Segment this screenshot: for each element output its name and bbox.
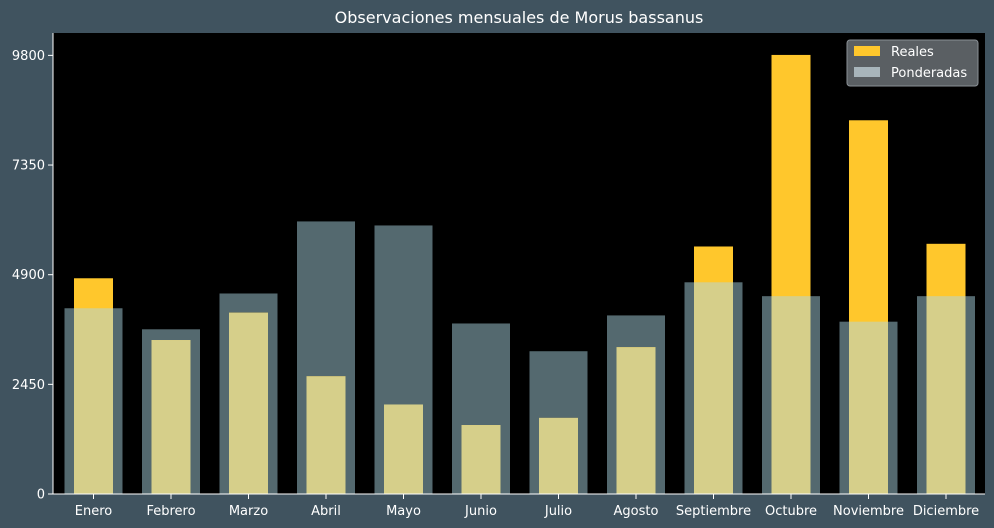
x-tick-label: Mayo	[386, 504, 421, 519]
chart-title: Observaciones mensuales de Morus bassanu…	[335, 8, 704, 27]
x-tick-label: Septiembre	[676, 504, 751, 519]
legend-label-reales: Reales	[891, 45, 934, 60]
x-tick-label: Julio	[544, 504, 572, 519]
x-axis: Enero Febrero Marzo Abril Mayo Junio Julio Agos…	[53, 493, 985, 519]
y-tick-label: 0	[37, 488, 45, 503]
legend-swatch-reales	[854, 46, 880, 56]
x-tick-label: Marzo	[229, 504, 268, 519]
legend: Reales Ponderadas	[846, 39, 979, 87]
x-tick-label: Enero	[75, 504, 113, 519]
bar-overlap	[694, 282, 733, 494]
x-tick-label: Octubre	[765, 504, 817, 519]
bar-overlap	[771, 296, 811, 494]
x-tick-label: Abril	[311, 504, 341, 519]
x-tick-label: Junio	[464, 504, 497, 519]
bar-overlap	[384, 404, 423, 494]
bar-overlap	[926, 296, 966, 494]
legend-label-ponderadas: Ponderadas	[891, 66, 967, 81]
bar-overlap	[849, 321, 888, 494]
bar-overlap	[229, 312, 268, 494]
bar-overlap	[151, 340, 191, 494]
plot-area	[53, 33, 985, 494]
y-tick-label: 2450	[12, 378, 45, 393]
bar-overlap	[539, 417, 578, 494]
y-tick-label: 7350	[12, 159, 45, 174]
bar-overlap	[461, 425, 501, 494]
bar-overlap	[74, 308, 113, 494]
legend-swatch-ponderadas	[854, 67, 880, 77]
x-tick-label: Agosto	[614, 504, 659, 519]
y-axis: 0 2450 4900 7350 9800	[12, 33, 54, 503]
y-tick-label: 4900	[12, 268, 45, 283]
x-tick-label: Febrero	[146, 504, 195, 519]
x-tick-label: Noviembre	[833, 504, 904, 519]
bar-overlap	[306, 376, 346, 494]
x-tick-label: Diciembre	[913, 504, 979, 519]
series-overlap	[74, 282, 966, 494]
y-tick-label: 9800	[12, 49, 45, 64]
bar-overlap	[616, 347, 656, 494]
